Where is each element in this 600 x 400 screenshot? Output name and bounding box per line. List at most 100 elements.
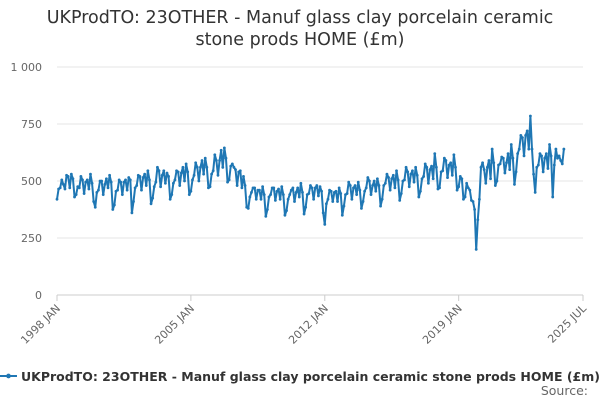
data-point[interactable] <box>422 175 426 178</box>
data-point[interactable] <box>541 170 545 174</box>
data-point[interactable] <box>273 198 277 202</box>
data-point[interactable] <box>463 195 467 199</box>
data-point[interactable] <box>434 165 438 169</box>
data-point[interactable] <box>93 205 97 209</box>
data-point[interactable] <box>266 208 269 211</box>
data-point[interactable] <box>267 195 271 199</box>
data-point[interactable] <box>366 176 370 179</box>
data-point[interactable] <box>398 198 402 202</box>
data-point[interactable] <box>108 173 111 177</box>
data-point[interactable] <box>111 208 115 211</box>
data-point[interactable] <box>414 165 418 169</box>
data-point[interactable] <box>261 185 265 189</box>
data-point[interactable] <box>167 175 170 178</box>
data-point[interactable] <box>310 186 314 190</box>
data-point[interactable] <box>556 156 559 160</box>
data-point[interactable] <box>446 176 449 179</box>
data-point[interactable] <box>214 159 218 162</box>
data-point[interactable] <box>390 177 394 181</box>
data-point[interactable] <box>517 147 521 151</box>
data-point[interactable] <box>66 175 70 178</box>
data-point[interactable] <box>143 172 147 176</box>
data-point[interactable] <box>293 200 296 203</box>
data-point[interactable] <box>379 204 382 208</box>
data-point[interactable] <box>383 181 387 185</box>
data-point[interactable] <box>133 186 137 190</box>
data-point[interactable] <box>170 193 174 197</box>
data-point[interactable] <box>476 218 480 222</box>
data-point[interactable] <box>425 165 429 169</box>
data-point[interactable] <box>141 176 145 179</box>
data-point[interactable] <box>374 189 378 193</box>
data-point[interactable] <box>438 186 441 190</box>
data-point[interactable] <box>55 197 59 201</box>
data-point[interactable] <box>183 179 186 183</box>
data-point[interactable] <box>428 168 432 172</box>
data-point[interactable] <box>562 147 566 151</box>
data-point[interactable] <box>192 173 196 177</box>
data-point[interactable] <box>103 183 107 186</box>
data-point[interactable] <box>458 175 462 178</box>
data-point[interactable] <box>205 165 209 169</box>
data-point[interactable] <box>301 191 304 194</box>
data-point[interactable] <box>288 193 292 197</box>
data-point[interactable] <box>71 177 75 181</box>
data-point[interactable] <box>160 173 164 177</box>
data-point[interactable] <box>138 175 142 178</box>
data-point[interactable] <box>157 169 161 173</box>
data-point[interactable] <box>254 197 258 201</box>
data-point[interactable] <box>248 195 252 199</box>
data-point[interactable] <box>221 165 225 169</box>
data-point[interactable] <box>477 197 481 201</box>
data-point[interactable] <box>430 164 433 168</box>
data-point[interactable] <box>516 152 520 156</box>
data-point[interactable] <box>387 176 390 179</box>
data-point[interactable] <box>222 146 226 150</box>
data-point[interactable] <box>218 159 221 162</box>
data-point[interactable] <box>551 195 555 199</box>
data-point[interactable] <box>454 165 457 169</box>
data-point[interactable] <box>522 154 526 158</box>
data-point[interactable] <box>275 189 279 193</box>
data-point[interactable] <box>406 170 410 174</box>
data-point[interactable] <box>420 177 424 181</box>
data-point[interactable] <box>208 185 212 189</box>
data-point[interactable] <box>89 172 92 176</box>
data-point[interactable] <box>106 186 110 190</box>
data-point[interactable] <box>353 184 357 187</box>
data-point[interactable] <box>144 184 148 187</box>
data-point[interactable] <box>294 191 298 194</box>
data-point[interactable] <box>181 165 185 169</box>
data-point[interactable] <box>116 188 119 192</box>
data-point[interactable] <box>340 213 344 217</box>
data-point[interactable] <box>234 168 237 172</box>
data-point[interactable] <box>377 184 381 187</box>
data-point[interactable] <box>404 165 408 169</box>
data-point[interactable] <box>493 184 497 187</box>
data-point[interactable] <box>317 194 320 198</box>
data-point[interactable] <box>112 203 116 207</box>
data-point[interactable] <box>489 177 492 181</box>
data-point[interactable] <box>407 185 411 189</box>
data-point[interactable] <box>364 186 368 190</box>
data-point[interactable] <box>210 172 214 176</box>
data-point[interactable] <box>336 200 339 203</box>
data-point[interactable] <box>484 181 488 185</box>
data-point[interactable] <box>283 213 287 217</box>
data-point[interactable] <box>101 193 105 197</box>
data-point[interactable] <box>315 184 319 187</box>
data-point[interactable] <box>431 177 435 181</box>
data-point[interactable] <box>419 189 422 193</box>
data-point[interactable] <box>84 180 88 184</box>
data-point[interactable] <box>238 169 242 173</box>
data-point[interactable] <box>447 163 451 167</box>
data-point[interactable] <box>501 156 505 160</box>
data-point[interactable] <box>309 184 312 187</box>
data-point[interactable] <box>506 152 510 156</box>
data-point[interactable] <box>495 179 499 183</box>
data-point[interactable] <box>388 188 392 192</box>
data-point[interactable] <box>536 163 540 167</box>
data-point[interactable] <box>235 184 239 187</box>
data-point[interactable] <box>468 188 472 192</box>
data-point[interactable] <box>73 195 76 199</box>
